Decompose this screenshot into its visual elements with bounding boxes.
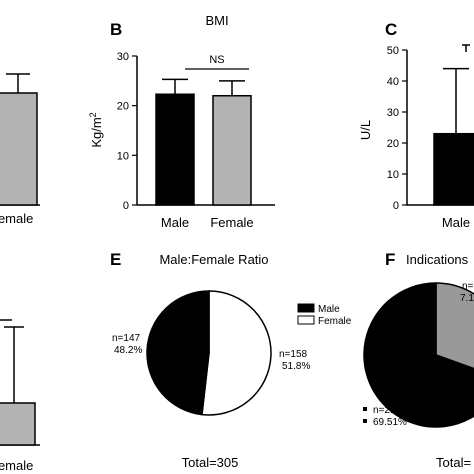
panel-e-legend: Male Female (297, 303, 352, 327)
pie-f-slice-other (435, 282, 474, 370)
panel-c: C U/L 0 10 20 30 40 50 Male (358, 20, 474, 230)
pie-f-top-n: n= (462, 281, 474, 292)
panel-b-letter: B (110, 20, 122, 39)
pie-e-male-n: n=147 (112, 333, 141, 344)
panel-d-partial: Female (0, 319, 40, 473)
panel-c-ytick-label: 40 (387, 76, 399, 88)
panel-b-ytick-label: 0 (123, 200, 129, 212)
panel-f-title: Indications (406, 252, 469, 267)
panel-c-ytick-label: 20 (387, 138, 399, 150)
pie-e-female-n: n=158 (279, 349, 308, 360)
panel-e-total: Total=305 (182, 455, 239, 470)
pie-f-small-marker-2 (363, 419, 367, 423)
panel-b-bar-male (155, 93, 195, 206)
pie-e-slice-female (201, 290, 272, 416)
pie-f-small-marker-1 (363, 407, 367, 411)
pie-e-male-pct: 48.2% (114, 345, 142, 356)
pie-f-big-n: n=212 (373, 405, 402, 416)
panel-b-ylabel: Kg/m2 (88, 112, 104, 147)
panel-a-partial: Female (0, 73, 40, 226)
panel-b-ytick-label: 20 (117, 101, 129, 113)
panel-b-bar-female (212, 94, 252, 206)
legend-label-male: Male (318, 304, 340, 315)
panel-b: B BMI Kg/m2 0 10 20 30 Male Female NS (88, 13, 275, 230)
panel-b-title: BMI (205, 13, 228, 28)
panel-d-bar-female (0, 402, 36, 446)
panel-f: F Indications n= 7.1 n=212 69.51% Total= (363, 250, 474, 470)
panel-b-plot-area: 0 10 20 30 Male Female (117, 51, 275, 230)
panel-c-ylabel: U/L (358, 120, 373, 140)
panel-c-ytick-label: 10 (387, 169, 399, 181)
panel-c-letter: C (385, 20, 397, 39)
panel-b-ytick-label: 30 (117, 51, 129, 63)
panel-b-ytick-label: 10 (117, 150, 129, 162)
panel-a-female-label: Female (0, 211, 33, 226)
panel-c-bar-male (433, 132, 474, 206)
panel-c-plot-area: 0 10 20 30 40 50 Male (387, 45, 474, 230)
legend-swatch-female (297, 315, 315, 325)
pie-e-female-pct: 51.8% (282, 361, 310, 372)
panel-b-ylabel-sup: 2 (88, 112, 98, 117)
panel-e-title: Male:Female Ratio (159, 252, 268, 267)
panel-b-ylabel-main: Kg/m (89, 117, 104, 147)
panel-b-category-label: Male (161, 215, 189, 230)
legend-swatch-male (297, 303, 315, 313)
legend-label-female: Female (318, 316, 352, 327)
panel-b-sig-label: NS (209, 54, 224, 66)
pie-f-big-pct: 69.51% (373, 417, 407, 428)
panel-e-pie (146, 290, 272, 416)
panel-c-ytick-label: 30 (387, 107, 399, 119)
pie-f-top-pct: 7.1 (460, 293, 474, 304)
panel-e-letter: E (110, 250, 121, 269)
panel-f-total: Total= (436, 455, 471, 470)
pie-e-slice-male (146, 290, 210, 416)
panel-e: E Male:Female Ratio Male Female n=147 48… (110, 250, 352, 470)
panel-d-female-label: Female (0, 458, 33, 473)
pie-f-slice-main (363, 282, 474, 428)
panel-c-category-label: Male (442, 215, 470, 230)
panel-f-pie (363, 282, 474, 428)
panel-b-category-label: Female (210, 215, 253, 230)
panel-f-letter: F (385, 250, 395, 269)
panel-c-ytick-label: 0 (393, 200, 399, 212)
panel-a-bar-female (0, 92, 38, 206)
panel-c-ytick-label: 50 (387, 45, 399, 57)
panel-c-partial-mark (462, 44, 470, 52)
